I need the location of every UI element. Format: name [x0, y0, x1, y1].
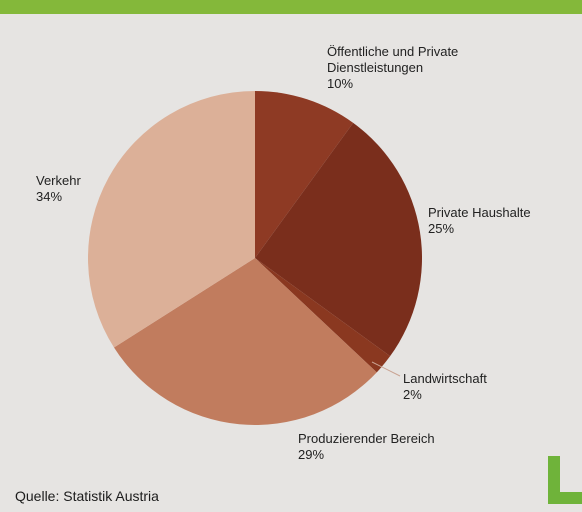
pie-slice-landwirtschaft — [255, 258, 391, 373]
slice-label-landwirtschaft: Landwirtschaft 2% — [403, 371, 487, 403]
slice-label-dienstleistungen: Öffentliche und Private Dienstleistungen… — [327, 44, 458, 92]
slice-label-line: Landwirtschaft — [403, 371, 487, 386]
slice-label-private-haushalte: Private Haushalte 25% — [428, 205, 531, 237]
slice-label-line: Dienstleistungen — [327, 60, 424, 75]
logo-icon — [548, 456, 582, 512]
slice-label-line: Private Haushalte — [428, 205, 531, 220]
slice-label-produzierender-bereich: Produzierender Bereich 29% — [298, 431, 435, 463]
slice-label-line: Verkehr — [36, 173, 81, 188]
source-note: Quelle: Statistik Austria — [15, 488, 159, 504]
pie-slice-private-haushalte — [255, 122, 423, 357]
pie-slice-produzierender-bereich — [114, 258, 377, 425]
slice-label-line: Produzierender Bereich — [298, 431, 435, 446]
slice-value-label: 10% — [327, 76, 354, 91]
slice-label-verkehr: Verkehr 34% — [36, 173, 81, 205]
pie-slice-verkehr — [88, 91, 255, 348]
leader-line-landwirtschaft — [371, 361, 401, 377]
slice-label-line: Öffentliche und Private — [327, 44, 459, 59]
slice-value-label: 25% — [428, 221, 455, 236]
slice-value-label: 34% — [36, 189, 63, 204]
slice-value-label: 29% — [298, 447, 325, 462]
header-band — [0, 0, 582, 14]
slice-value-label: 2% — [403, 387, 422, 402]
pie-slice-dienstleistungen — [255, 91, 354, 258]
